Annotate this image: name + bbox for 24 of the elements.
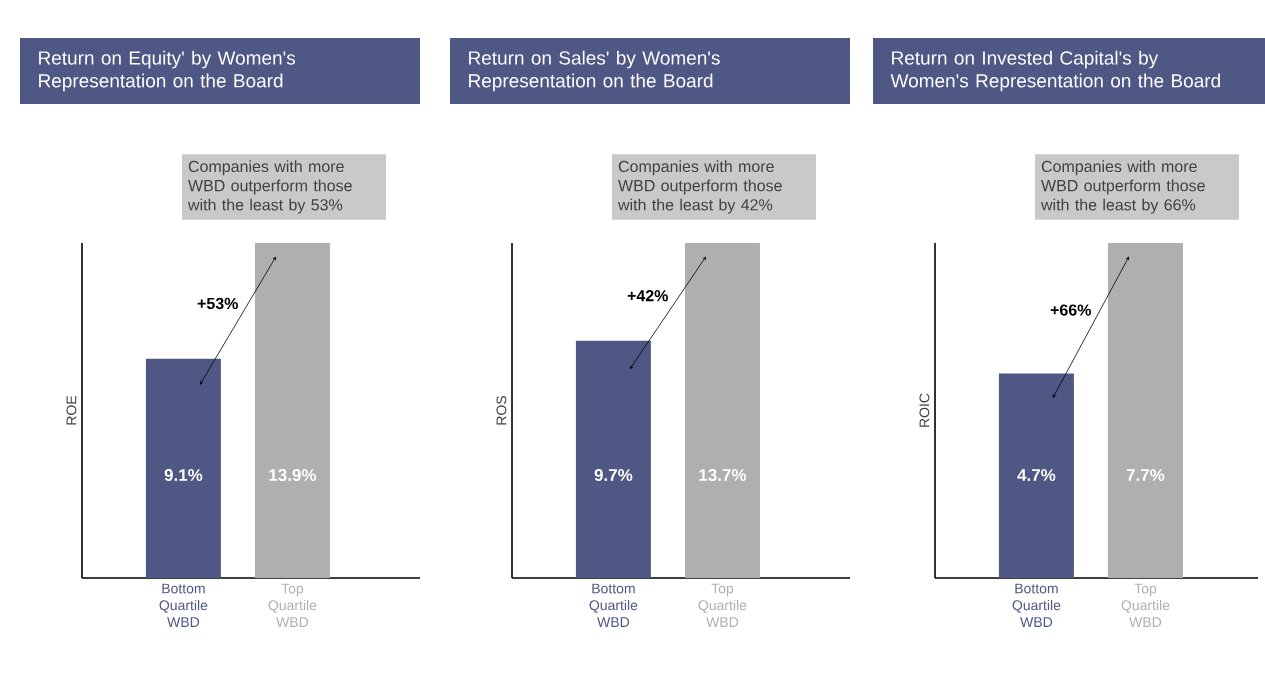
data-label: 9.1%: [164, 468, 203, 482]
chart-title: Return on Sales' by Women's Representation on the Board: [469, 50, 720, 92]
chart-title: Return on Equity' by Women's Representation on the Board: [39, 50, 296, 92]
x-tick-label: Top Quartile WBD: [698, 583, 747, 627]
text: Companies with more WBD outperform those with the least by 53%: [187, 160, 352, 214]
x-tick-label: Top Quartile WBD: [268, 583, 317, 627]
text: Companies with more WBD outperform those with the least by 42%: [617, 160, 782, 214]
annotation: +42%: [627, 290, 668, 302]
data-label: 4.7%: [1017, 469, 1056, 481]
data-label: 7.7%: [1126, 469, 1165, 481]
y-axis-title: ROE: [66, 395, 77, 425]
data-label: 13.9%: [269, 468, 317, 482]
y-axis-title: ROIC: [919, 393, 930, 427]
x-tick-label: Bottom Quartile WBD: [589, 583, 638, 627]
annotation: +66%: [1050, 304, 1091, 316]
x-tick-label: Bottom Quartile WBD: [1012, 583, 1061, 627]
data-label: 9.7%: [594, 468, 633, 482]
y-axis-title: ROS: [496, 395, 507, 425]
text: Companies with more WBD outperform those with the least by 66%: [1040, 160, 1205, 214]
data-label: 13.7%: [699, 468, 747, 482]
annotation: +53%: [197, 297, 238, 310]
chart-title: Return on Invested Capital's by Women's Representation on the Board: [890, 50, 1220, 92]
x-tick-label: Bottom Quartile WBD: [159, 583, 208, 627]
x-tick-label: Top Quartile WBD: [1121, 583, 1170, 627]
